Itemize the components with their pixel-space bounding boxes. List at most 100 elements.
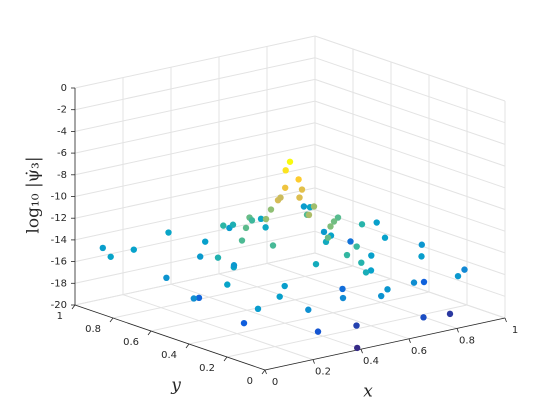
y-tick [223,356,228,362]
point [384,286,391,293]
grid-line [122,294,314,361]
y-tick-label: 0.4 [161,350,177,361]
point [312,260,320,268]
point [298,186,306,193]
y-tick [109,317,114,323]
x-tick-label: 1 [512,325,518,336]
z-tick-label: -10 [51,192,67,203]
z-tick-label: -6 [57,148,67,159]
x-tick [456,328,459,333]
x-tick [264,369,267,375]
point [107,253,114,260]
x-tick [360,349,363,354]
y-tick [71,304,76,310]
z-tick-label: -12 [51,213,67,224]
point [296,194,303,201]
point [254,305,262,313]
point [461,266,468,273]
grid-line [74,35,316,89]
grid-line [314,165,506,232]
y-tick-label: 1 [57,311,63,322]
point [286,158,294,165]
point [324,234,332,241]
point [353,243,360,250]
grid-line [218,273,410,340]
grid-line [112,265,354,319]
point [229,221,237,228]
grid [74,35,506,371]
point [276,293,283,300]
grid-line [314,209,506,276]
grid-line [314,35,506,102]
grid-line [74,78,316,132]
grid-line [74,144,316,197]
y-tick-label: 0 [247,376,253,387]
grid-line [314,78,506,145]
point [262,215,270,223]
point [343,251,351,259]
grid-line [74,187,316,241]
point [354,344,361,352]
grid-line [226,304,468,358]
point [418,253,425,260]
point [214,254,222,261]
labels: 00.20.40.60.8100.20.40.60.81-20-18-16-14… [51,83,519,388]
z-tick-label: 0 [61,83,67,94]
y-tick-label: 0.6 [123,337,139,348]
point [163,274,170,281]
point [378,292,385,300]
z-tick-label: -14 [51,235,67,246]
point [230,262,238,269]
grid-line [74,209,316,263]
point [195,294,203,302]
point [420,314,427,321]
grid-line [74,252,316,306]
z-axis-label: log₁₀ |ψ̇₃| [24,156,44,233]
point [373,219,380,226]
grid-line [74,57,316,111]
grid-line [314,230,506,297]
point [310,203,318,210]
point [320,228,328,236]
x-axis [264,317,506,371]
point [248,217,256,224]
x-tick-label: 0 [272,377,278,388]
grid-line [314,122,506,189]
point [418,241,425,248]
y-axis [74,304,266,371]
point [242,224,250,232]
point [334,214,342,221]
point [368,252,375,259]
axes-box [71,87,507,375]
x-tick-label: 0.4 [363,356,379,367]
point [410,279,418,286]
y-axis-label: y [170,376,181,396]
grid-line [314,144,506,210]
x-tick-label: 0.8 [459,335,475,346]
point [238,237,246,244]
point [300,203,308,210]
z-tick-label: -20 [51,300,67,311]
z-tick-label: -16 [51,257,67,268]
point [197,253,204,260]
point [240,319,248,327]
y-tick [185,343,190,349]
grid-line [74,230,316,284]
x-tick-label: 0.2 [315,367,331,378]
z-tick-label: -18 [51,278,67,289]
points [99,158,468,352]
grid-line [314,252,506,319]
point [353,322,360,329]
point [99,244,107,252]
x-axis-label: x [363,382,373,402]
y-tick-label: 0.2 [199,363,215,374]
grid-line [188,291,430,345]
x-tick [312,359,315,364]
grid-line [74,165,316,219]
grid-line [314,187,506,254]
z-tick-label: -4 [57,126,67,137]
point [277,194,284,201]
point [282,184,289,191]
point [305,306,312,313]
point [347,238,354,245]
